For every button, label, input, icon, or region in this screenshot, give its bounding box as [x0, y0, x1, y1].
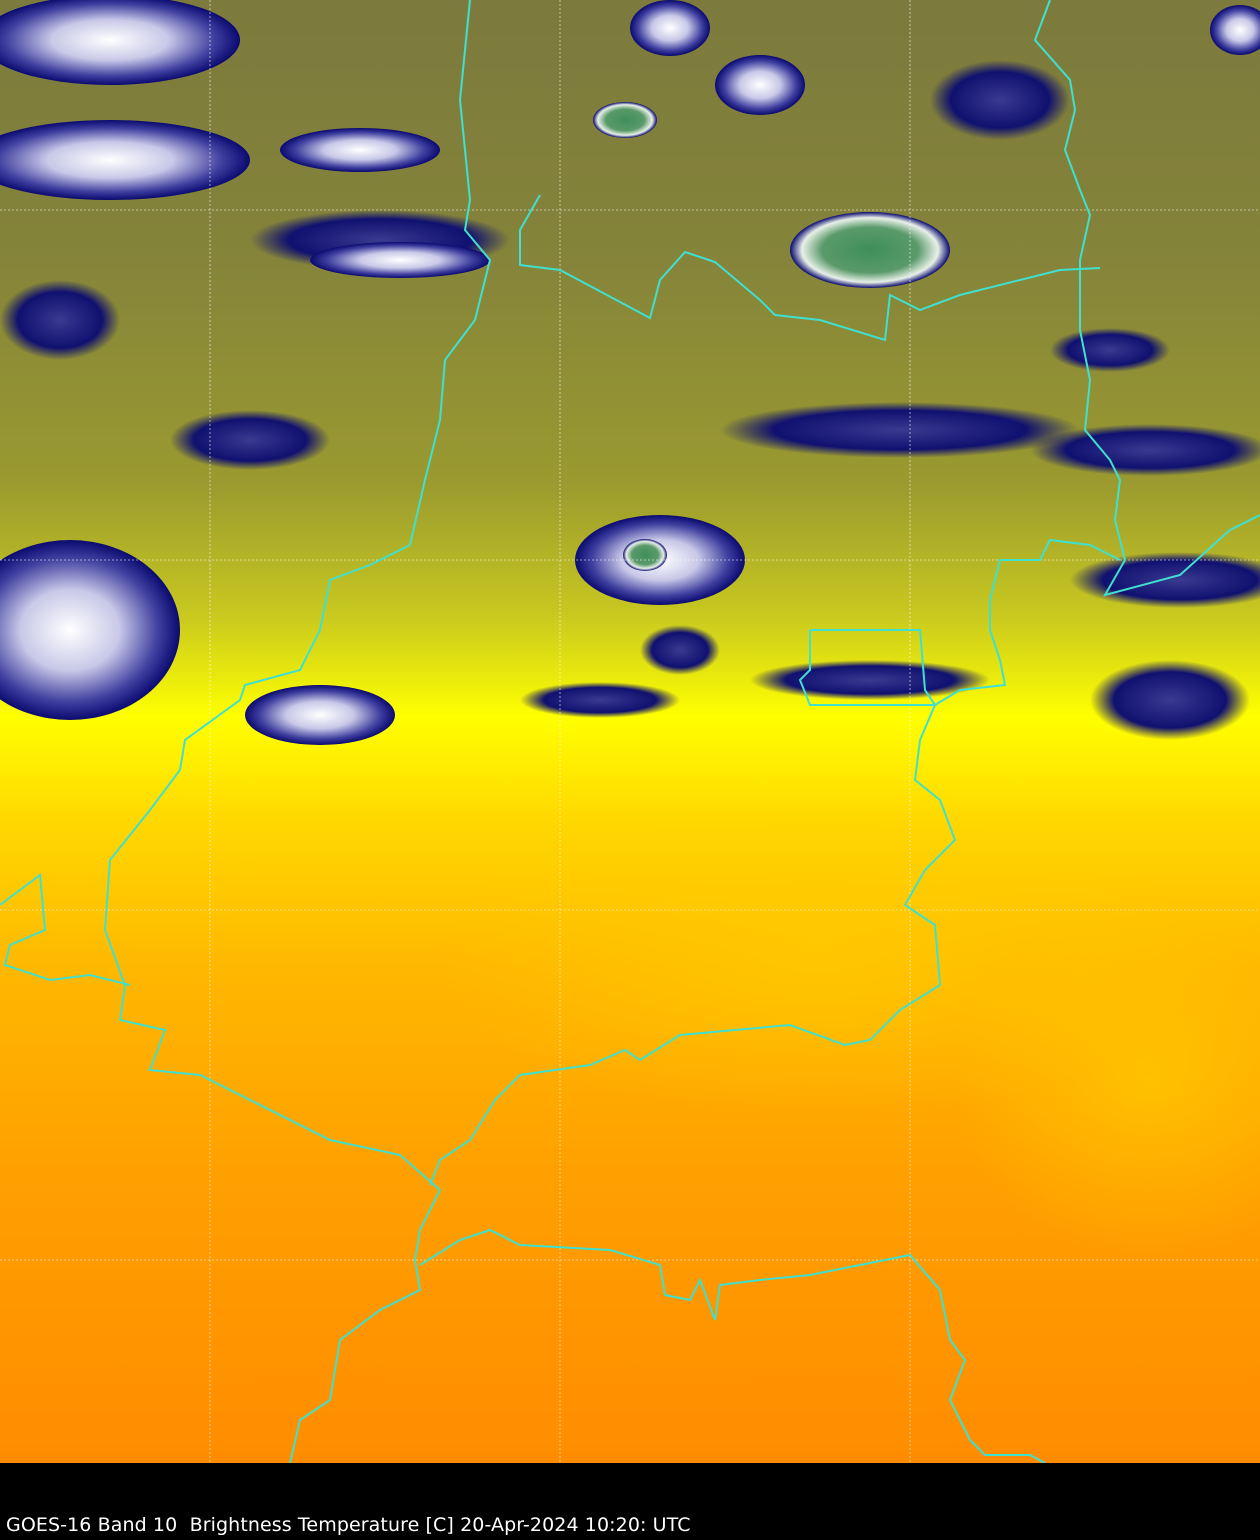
country-borders — [0, 0, 1260, 1463]
cloud-features — [0, 0, 1260, 745]
graticule-gridlines — [0, 0, 1260, 1463]
warm-region — [950, 900, 1260, 1260]
image-caption: GOES-16 Band 10 Brightness Temperature [… — [6, 1514, 691, 1536]
brightness-temperature-map — [0, 0, 1260, 1463]
